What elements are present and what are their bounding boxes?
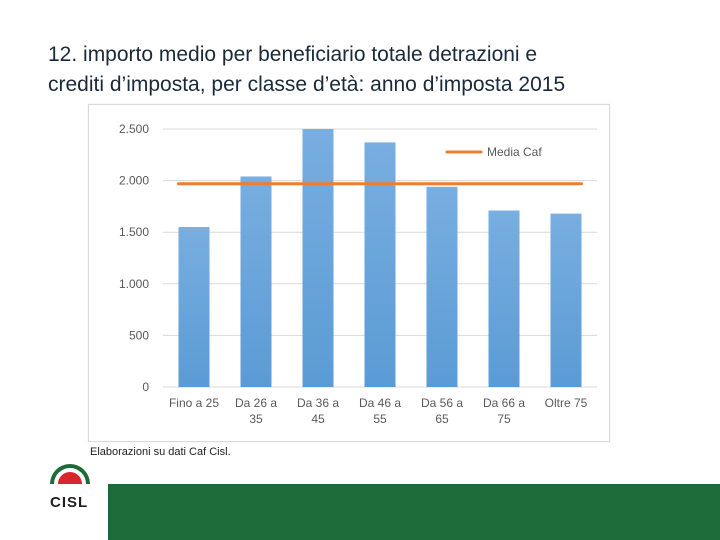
- logo-text: CISL: [50, 494, 89, 511]
- bar: [364, 142, 396, 387]
- y-tick-label: 500: [129, 328, 149, 342]
- x-tick-label: 55: [373, 412, 387, 426]
- bar: [240, 176, 272, 387]
- x-tick-label: 45: [311, 412, 325, 426]
- chart-canvas: 0 500 1.000 1.500 2.000 2.500 Fino a 25 Da 26 a…: [119, 122, 597, 426]
- x-tick-label: 35: [249, 412, 263, 426]
- x-tick-label: Oltre 75: [545, 396, 588, 410]
- x-tick-label: Da 26 a: [235, 396, 277, 410]
- bar: [302, 129, 334, 387]
- title-line-1: 12. importo medio per beneficiario total…: [48, 43, 538, 66]
- bar: [426, 186, 458, 387]
- y-tick-label: 0: [142, 380, 149, 394]
- x-tick-label: 75: [497, 412, 511, 426]
- page-title: 12. importo medio per beneficiario total…: [48, 40, 688, 100]
- bar: [550, 213, 582, 387]
- x-tick-label: Fino a 25: [169, 396, 219, 410]
- title-line-2: crediti d’imposta, per classe d’età: ann…: [48, 73, 566, 96]
- y-tick-label: 1.500: [119, 225, 149, 239]
- x-tick-label: 65: [435, 412, 449, 426]
- bar: [488, 210, 520, 387]
- y-tick-label: 2.500: [119, 122, 149, 136]
- x-tick-label: Da 46 a: [359, 396, 401, 410]
- x-tick-label: Da 56 a: [421, 396, 463, 410]
- y-tick-label: 1.000: [119, 277, 149, 291]
- x-tick-label: Da 66 a: [483, 396, 525, 410]
- x-tick-label: Da 36 a: [297, 396, 339, 410]
- y-tick-label: 2.000: [119, 174, 149, 188]
- cisl-logo-icon: [48, 464, 92, 490]
- legend-label: Media Caf: [487, 145, 542, 159]
- source-note: Elaborazioni su dati Caf Cisl.: [90, 446, 231, 458]
- footer-bar: [108, 484, 720, 540]
- bar: [178, 227, 210, 387]
- bar-chart: 0 500 1.000 1.500 2.000 2.500 Fino a 25 Da 26 a…: [88, 104, 610, 442]
